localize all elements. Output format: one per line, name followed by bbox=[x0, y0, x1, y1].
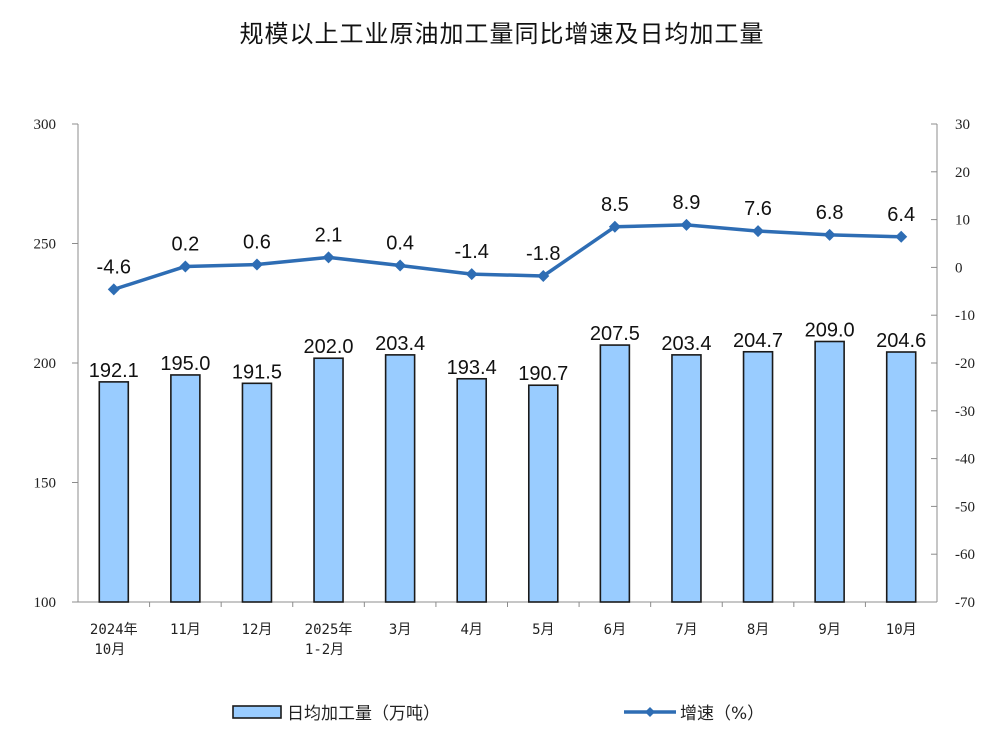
bar bbox=[456, 377, 488, 603]
line-value-label: 6.8 bbox=[816, 202, 844, 224]
diamond-marker bbox=[537, 270, 550, 283]
legend-bar-swatch bbox=[232, 705, 282, 719]
diamond-marker bbox=[322, 251, 335, 264]
bar-value-label: 203.4 bbox=[661, 333, 711, 355]
bar-value-label: 202.0 bbox=[304, 336, 354, 358]
left-tick-label: 200 bbox=[34, 356, 57, 372]
bar-value-label: 203.4 bbox=[375, 333, 425, 355]
line-value-label: 0.6 bbox=[243, 232, 271, 254]
category-label: 2025年 bbox=[305, 622, 353, 638]
line-value-label: 0.2 bbox=[171, 233, 199, 255]
right-tick-label: 0 bbox=[955, 260, 963, 276]
category-label: 2024年 bbox=[90, 622, 138, 638]
diamond-marker bbox=[394, 259, 407, 272]
right-tick-label: -20 bbox=[955, 356, 975, 372]
bar bbox=[313, 357, 344, 603]
line-value-label: 0.4 bbox=[386, 232, 414, 254]
diamond-marker bbox=[680, 218, 693, 231]
diamond-marker bbox=[752, 225, 765, 238]
right-tick-label: 20 bbox=[955, 165, 970, 181]
category-label: 5月 bbox=[532, 622, 554, 638]
bar-value-label: 190.7 bbox=[518, 363, 568, 385]
bar bbox=[241, 382, 273, 603]
bar bbox=[671, 354, 702, 603]
diamond-marker bbox=[895, 230, 908, 243]
growth-line bbox=[113, 223, 902, 292]
bar-value-label: 192.1 bbox=[89, 360, 139, 382]
bar bbox=[742, 350, 774, 603]
bar bbox=[814, 340, 845, 603]
bar bbox=[885, 351, 917, 603]
right-tick-label: 10 bbox=[955, 213, 970, 229]
right-tick-label: -50 bbox=[955, 499, 975, 515]
left-tick-label: 100 bbox=[34, 595, 57, 611]
diamond-marker bbox=[179, 260, 192, 273]
category-label: 6月 bbox=[604, 622, 626, 638]
category-label: 10月 bbox=[886, 622, 917, 638]
diamond-marker bbox=[107, 283, 120, 296]
legend: 日均加工量（万吨） 增速（%） bbox=[232, 704, 764, 724]
left-tick-label: 150 bbox=[34, 476, 57, 492]
category-label: 7月 bbox=[675, 622, 697, 638]
right-tick-label: -70 bbox=[955, 595, 975, 611]
diamond-marker bbox=[250, 258, 263, 271]
legend-bar-label: 日均加工量（万吨） bbox=[287, 704, 440, 724]
line-value-label: -4.6 bbox=[97, 256, 131, 278]
line-value-label: 8.5 bbox=[601, 194, 629, 216]
bar-value-label: 195.0 bbox=[160, 353, 210, 375]
category-label: 9月 bbox=[818, 622, 840, 638]
bar-value-label: 191.5 bbox=[232, 361, 282, 383]
right-tick-label: -60 bbox=[955, 547, 975, 563]
line-value-label: 8.9 bbox=[673, 192, 701, 214]
diamond-marker bbox=[465, 268, 478, 281]
category-label: 12月 bbox=[242, 622, 273, 638]
right-tick-label: -40 bbox=[955, 452, 975, 468]
line-series bbox=[107, 218, 908, 296]
diamond-marker bbox=[608, 220, 621, 233]
bar-value-label: 204.7 bbox=[733, 330, 783, 352]
bar-value-label: 193.4 bbox=[447, 357, 497, 379]
bar-value-label: 207.5 bbox=[590, 323, 640, 345]
bar bbox=[384, 354, 416, 603]
bar bbox=[599, 344, 631, 603]
right-tick-label: 30 bbox=[955, 117, 970, 133]
line-value-label: -1.8 bbox=[526, 243, 560, 265]
line-value-label: -1.4 bbox=[454, 241, 488, 263]
right-tick-label: -30 bbox=[955, 404, 975, 420]
category-label: 11月 bbox=[170, 622, 201, 638]
legend-diamond-icon bbox=[645, 707, 655, 717]
category-label: 8月 bbox=[747, 622, 769, 638]
legend-line-label: 增速（%） bbox=[680, 704, 764, 724]
left-tick-label: 300 bbox=[34, 117, 57, 133]
bar-series bbox=[98, 340, 917, 603]
bar bbox=[170, 374, 201, 603]
category-label: 10月 bbox=[94, 642, 125, 658]
bar-value-label: 209.0 bbox=[805, 319, 855, 341]
left-tick-label: 250 bbox=[34, 237, 57, 253]
right-tick-label: -10 bbox=[955, 308, 975, 324]
line-value-label: 2.1 bbox=[315, 224, 343, 246]
line-value-label: 7.6 bbox=[744, 198, 772, 220]
category-label: 3月 bbox=[389, 622, 411, 638]
diamond-marker bbox=[823, 228, 836, 241]
chart-title: 规模以上工业原油加工量同比增速及日均加工量 bbox=[239, 20, 765, 48]
category-label: 4月 bbox=[460, 622, 482, 638]
line-value-label: 6.4 bbox=[887, 204, 915, 226]
bar bbox=[98, 381, 130, 603]
bar bbox=[527, 384, 559, 603]
bar-value-label: 204.6 bbox=[876, 330, 926, 352]
category-label: 1-2月 bbox=[305, 642, 344, 658]
data-labels: 192.1 195.0 191.5 202.0 203.4 193.4 190.7 207.5… bbox=[89, 192, 926, 385]
